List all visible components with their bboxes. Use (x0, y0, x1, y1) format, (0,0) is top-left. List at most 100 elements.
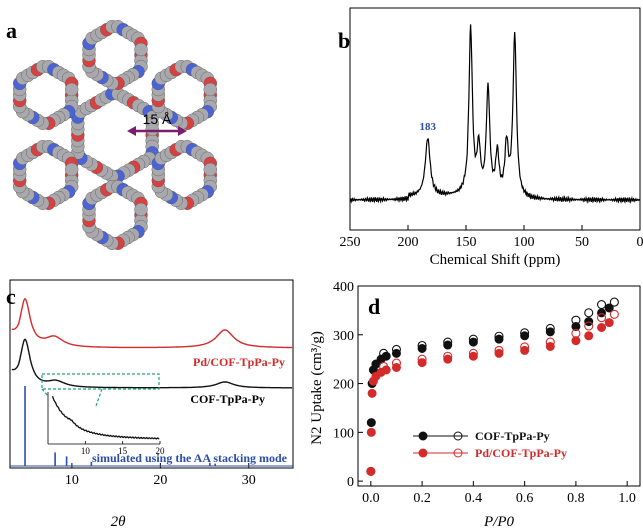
cof-adsorption-point (468, 337, 478, 347)
isotherm-x-tick-label: 0.4 (465, 491, 483, 506)
panel-c: c 10 20 30 10 15 20 Pd/COF-TpPa-Py COF-TpPa-… (0, 278, 300, 529)
pd-cof-adsorption-point (367, 388, 377, 398)
cof-desorption-point (494, 331, 504, 341)
pd-cof-adsorption-point (494, 348, 504, 358)
panel-a-label: a (6, 18, 17, 43)
isotherm-x-tick-label: 0.6 (516, 491, 534, 506)
pxrd-plot-frame (9, 279, 294, 469)
cof-adsorption-point (494, 334, 504, 344)
legend-open-marker (453, 431, 463, 441)
pd-cof-adsorption-point (366, 427, 376, 437)
cof-desorption-point (520, 328, 530, 338)
cof-desorption-point (379, 348, 389, 358)
cof-desorption-point (443, 337, 453, 347)
pd-cof-desorption-point (379, 361, 389, 372)
panel-b-label: b (338, 28, 350, 53)
isotherm-y-tick-label: 0 (347, 475, 354, 490)
nmr-x-tick-label: 200 (398, 235, 419, 250)
legend-label-simulated: simulated using the AA stacking mode (92, 451, 288, 465)
outer-pore (13, 59, 79, 131)
pd-cof-desorption-point (520, 342, 530, 352)
isotherm-y-tick-label: 100 (333, 426, 354, 441)
pd-cof-desorption-point (596, 313, 607, 323)
pd-cof-desorption-point (494, 345, 504, 355)
nmr-plot-frame (349, 7, 641, 231)
outer-pore (151, 139, 218, 211)
pore-size-label: 15 Å (143, 111, 172, 127)
atom-sphere (145, 122, 159, 137)
legend-filled-marker (418, 448, 428, 458)
pd-cof-desorption-point (417, 354, 427, 364)
isotherm-x-axis-label: P/P0 (483, 514, 514, 529)
outer-pore (151, 59, 218, 131)
pxrd-x-tick-label: 20 (153, 473, 167, 488)
cof-adsorption-point (417, 343, 427, 353)
panel-c-label: c (6, 284, 16, 309)
inset-x-tick-label: 15 (118, 446, 128, 456)
isotherm-legend: COF-TpPa-Py Pd/COF-TpPa-Py (413, 429, 567, 460)
atom-sphere (203, 162, 218, 177)
legend-filled-marker (418, 431, 428, 441)
inset-x-tick-label: 10 (81, 446, 91, 456)
pd-cof-adsorption-point (443, 354, 453, 364)
nmr-spectrum-line (349, 24, 641, 205)
simulated-pattern-bars (10, 386, 293, 467)
nmr-x-tick-label: 0 (637, 235, 643, 250)
cof-desorption-point (545, 323, 555, 333)
nmr-x-axis-label: Chemical Shift (ppm) (430, 252, 561, 268)
pd-cof-adsorption-point (597, 322, 607, 332)
peak-annotation-183: 183 (419, 121, 436, 133)
inset-pattern-line (51, 395, 160, 440)
pd-cof-adsorption-point (571, 336, 581, 346)
cof-adsorption-point (443, 340, 453, 350)
isotherm-y-tick-label: 400 (333, 280, 354, 295)
legend-label-cof: COF-TpPa-Py (190, 392, 265, 406)
cof-desorption-point (391, 344, 402, 354)
pore-arrow-right-head (178, 126, 187, 136)
pd-cof-adsorption-point (366, 466, 376, 476)
pxrd-x-tick-label: 10 (65, 473, 79, 488)
pxrd-x-axis-label: 2θ (111, 514, 127, 529)
isotherm-x-tick-label: 1.0 (618, 491, 636, 506)
pd-cof-desorption-point (391, 358, 402, 368)
nmr-x-tick-label: 250 (340, 235, 361, 250)
outer-pore (82, 20, 148, 91)
isotherm-points (366, 297, 619, 476)
cof-desorption-point (596, 299, 607, 310)
cof-pattern-line (11, 338, 293, 389)
zoom-connector-left (41, 388, 49, 397)
pxrd-x-tick-label: 30 (242, 473, 256, 488)
panel-d-label: d (368, 294, 380, 319)
cof-adsorption-point (545, 327, 555, 337)
legend-open-marker (453, 448, 463, 458)
pd-cof-pattern-line (11, 297, 293, 349)
legend-label-pd-cof: Pd/COF-TpPa-Py (193, 355, 285, 369)
pd-cof-adsorption-point (520, 345, 530, 355)
zoom-region-box (41, 373, 160, 390)
pd-cof-adsorption-point (584, 331, 594, 341)
outer-pore (13, 139, 79, 211)
cof-desorption-point (571, 315, 581, 325)
pd-cof-desorption-point (443, 351, 453, 361)
pore-lattice (13, 20, 218, 251)
atom-sphere (64, 162, 79, 177)
nmr-x-tick-label: 50 (575, 235, 589, 250)
cof-structure-image: a 15 Å (6, 18, 218, 251)
isotherm-y-axis-label: N2 Uptake (cm³/g) (309, 331, 325, 445)
nmr-x-tick-label: 150 (456, 235, 477, 250)
pore-arrow-left-head (127, 126, 136, 136)
isotherm-y-tick-label: 200 (333, 378, 354, 393)
pd-cof-desorption-point (571, 328, 581, 338)
cof-adsorption-point (571, 321, 581, 331)
pd-cof-adsorption-point (604, 318, 614, 328)
panel-d: d 0.0 0.2 0.4 0.6 0.8 1.0 0 100 200 300 400 COF-Tp… (303, 276, 643, 529)
cof-desorption-point (609, 297, 619, 307)
atom-sphere (134, 202, 148, 217)
panel-b: b 250 200 150 100 50 0 183 Chemical Shift (pp… (330, 0, 643, 268)
legend-label-cof: COF-TpPa-Py (475, 429, 550, 443)
isotherm-y-tick-label: 300 (333, 329, 354, 344)
cof-adsorption-point (604, 303, 614, 313)
pd-cof-desorption-point (609, 309, 619, 319)
cof-adsorption-point (366, 418, 376, 428)
cof-desorption-point (584, 308, 594, 318)
